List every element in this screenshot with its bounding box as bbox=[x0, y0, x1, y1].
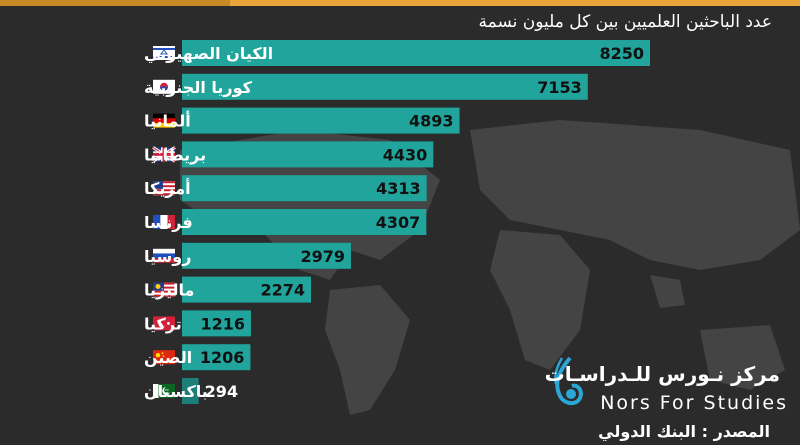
malaysia-flag-icon bbox=[153, 282, 175, 297]
category-label: كوريا الجنوبية bbox=[144, 78, 253, 97]
israel-flag-icon bbox=[153, 46, 175, 60]
china-flag-icon bbox=[153, 350, 175, 365]
top-accent-strip bbox=[0, 0, 800, 6]
category-label: ماليزيا bbox=[144, 281, 194, 300]
bar bbox=[182, 242, 351, 269]
bar-value-label: 8250 bbox=[599, 44, 644, 63]
chart-subtitle: عدد الباحثين العلميين بين كل مليون نسمة bbox=[478, 12, 772, 32]
usa-flag-icon bbox=[153, 181, 175, 196]
bar bbox=[182, 276, 311, 303]
bar-value-label: 2979 bbox=[300, 247, 345, 266]
world-map-background bbox=[180, 120, 800, 415]
south-korea-flag-icon bbox=[153, 79, 175, 94]
bar bbox=[182, 73, 588, 100]
category-label: فرنسا bbox=[144, 213, 193, 232]
logo-arabic-text: مركز نـورس للـدراسـات bbox=[544, 362, 780, 386]
nors-logo-icon bbox=[554, 356, 583, 405]
bar-value-label: 7153 bbox=[537, 78, 582, 97]
bar-value-label: 294 bbox=[205, 382, 238, 401]
category-label: أمريكا bbox=[144, 178, 191, 198]
bar bbox=[182, 141, 434, 168]
bar bbox=[182, 310, 251, 337]
bar-value-label: 1206 bbox=[200, 348, 245, 367]
category-label: روسيا bbox=[144, 247, 191, 266]
bar bbox=[182, 344, 251, 371]
bar-value-label: 2274 bbox=[260, 281, 305, 300]
turkey-flag-icon bbox=[153, 316, 175, 331]
category-label: باكستان bbox=[144, 382, 208, 401]
source-note: المصدر : البنك الدولي bbox=[598, 422, 770, 441]
germany-flag-icon bbox=[153, 113, 175, 128]
category-label: بريطانيا bbox=[144, 145, 206, 164]
category-label: تركيا bbox=[144, 314, 182, 333]
bar bbox=[182, 175, 427, 202]
logo-english-text: Nors For Studies bbox=[600, 392, 788, 414]
category-label: ألمانيا bbox=[144, 111, 191, 131]
bar bbox=[182, 107, 460, 134]
bar bbox=[182, 40, 650, 66]
bar-value-label: 4313 bbox=[376, 179, 421, 198]
uk-flag-icon bbox=[152, 146, 176, 163]
category-label: الصين bbox=[144, 348, 192, 367]
bar-value-label: 1216 bbox=[200, 314, 245, 333]
bar bbox=[182, 378, 199, 404]
bar-value-label: 4893 bbox=[409, 112, 454, 131]
category-label: الكيان الصهيوني bbox=[144, 44, 273, 64]
bar bbox=[182, 209, 427, 235]
top-accent-strip-dark bbox=[0, 0, 230, 6]
pakistan-flag-icon bbox=[153, 384, 175, 398]
france-flag-icon bbox=[153, 215, 175, 229]
bar-value-label: 4430 bbox=[383, 145, 428, 164]
bar-value-label: 4307 bbox=[376, 213, 421, 232]
russia-flag-icon bbox=[153, 248, 175, 263]
